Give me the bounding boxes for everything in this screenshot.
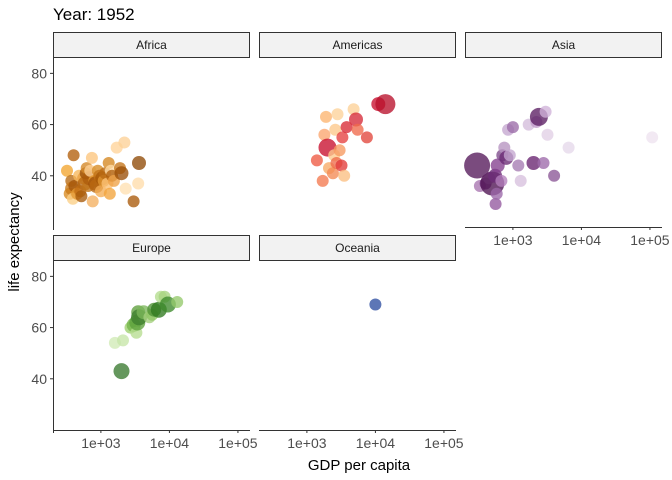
data-point	[335, 159, 348, 172]
x-tick-label: 1e+05	[424, 435, 464, 451]
data-point	[537, 157, 550, 169]
data-point	[119, 182, 132, 195]
data-point	[318, 128, 331, 141]
data-point	[61, 164, 73, 177]
y-tick-label: 40	[31, 168, 47, 184]
data-point	[646, 131, 659, 144]
facet-label: Europe	[132, 241, 171, 255]
facet-panel: Asia 1e+03 1e+04 1e+05	[464, 32, 670, 248]
facet-panel: Africa 40 60 80	[31, 32, 250, 230]
y-tick-label: 40	[31, 371, 47, 387]
y-tick-label: 80	[31, 268, 47, 284]
data-point	[85, 151, 98, 164]
data-point	[329, 123, 342, 136]
data-point	[320, 110, 332, 123]
data-point	[360, 131, 373, 144]
facet-label: Americas	[332, 38, 382, 52]
x-tick-label: 1e+05	[218, 435, 258, 451]
x-tick-label: 1e+04	[150, 435, 190, 451]
data-point	[548, 169, 561, 182]
data-point	[349, 112, 363, 127]
facet-strip	[53, 235, 250, 261]
data-point	[526, 156, 541, 170]
x-tick-label: 1e+03	[493, 232, 533, 248]
x-tick-label: 1e+04	[356, 435, 396, 451]
data-point	[75, 190, 88, 203]
data-point	[114, 166, 129, 181]
facet-label: Oceania	[335, 241, 380, 255]
facet-panel: Europe 40 60 80 1e+03 1e+04 1e+05	[31, 235, 258, 451]
x-tick-label: 1e+03	[287, 435, 327, 451]
data-point	[541, 128, 554, 141]
data-point	[503, 149, 516, 162]
facet-strip	[259, 32, 456, 58]
chart-title: Year: 1952	[53, 5, 135, 24]
data-point	[316, 174, 329, 187]
facet-strip	[53, 32, 250, 58]
data-point	[347, 103, 360, 116]
data-point	[336, 131, 349, 144]
data-point	[103, 187, 116, 200]
data-point	[562, 141, 575, 154]
data-point	[351, 123, 364, 136]
facet-strip	[259, 235, 456, 261]
data-point	[369, 298, 382, 311]
data-point	[539, 105, 552, 118]
data-point	[171, 296, 184, 308]
facet-label: Asia	[552, 38, 576, 52]
data-point	[333, 144, 346, 157]
data-point	[495, 174, 508, 187]
data-point	[375, 94, 396, 115]
y-tick-label: 60	[31, 117, 47, 133]
data-point	[132, 156, 146, 170]
data-point	[331, 108, 344, 121]
data-point	[338, 169, 351, 182]
data-point	[489, 198, 502, 210]
y-tick-label: 80	[31, 65, 47, 81]
facet-label: Africa	[136, 38, 167, 52]
x-tick-label: 1e+03	[81, 435, 121, 451]
data-point	[514, 174, 527, 187]
x-tick-label: 1e+05	[630, 232, 670, 248]
data-point	[117, 334, 129, 347]
y-axis-title: life expectancy	[6, 192, 23, 292]
data-point	[506, 121, 519, 134]
data-point	[113, 363, 130, 380]
facet-strip	[465, 32, 662, 58]
data-point	[512, 159, 525, 172]
facet-panel: Americas	[259, 32, 456, 187]
data-point	[86, 195, 99, 208]
data-point	[127, 195, 140, 208]
data-point	[464, 152, 491, 179]
data-point	[118, 136, 131, 149]
data-point	[326, 167, 339, 180]
data-point	[132, 177, 145, 190]
data-point	[340, 121, 353, 134]
data-point	[310, 154, 323, 167]
facet-panel: Oceania 1e+03 1e+04 1e+05	[259, 235, 464, 451]
x-tick-label: 1e+04	[562, 232, 602, 248]
x-axis-title: GDP per capita	[308, 457, 411, 474]
data-point	[67, 149, 80, 162]
data-point	[490, 187, 503, 200]
y-tick-label: 60	[31, 320, 47, 336]
